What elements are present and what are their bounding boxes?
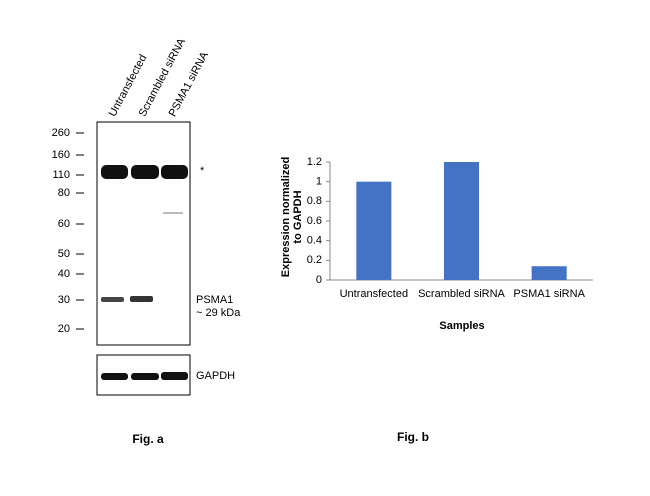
marker-label: 50: [58, 248, 70, 260]
loading-control: GAPDH: [196, 370, 235, 382]
marker-label: 260: [52, 127, 70, 139]
y-tick-label: 1: [316, 176, 322, 188]
x-tick-label: PSMA1 siRNA: [513, 288, 585, 300]
marker-label: 40: [58, 268, 70, 280]
marker-label: 60: [58, 218, 70, 230]
marker-label: 30: [58, 294, 70, 306]
bar: [531, 266, 567, 280]
y-tick-label: 0.4: [307, 235, 322, 247]
y-tick-label: 1.2: [307, 156, 322, 168]
y-tick-label: 0: [316, 274, 322, 286]
caption: Fig. a: [132, 432, 164, 446]
bar: [443, 162, 480, 280]
x-axis-label: Samples: [439, 320, 484, 332]
bar: [356, 181, 392, 280]
x-tick-label: Scrambled siRNA: [418, 288, 505, 300]
y-axis-label: Expression normalized to GAPDH: [280, 156, 304, 278]
band-size: ~ 29 kDa: [196, 307, 241, 319]
marker-label: 160: [52, 149, 70, 161]
y-tick-label: 0.2: [307, 254, 322, 266]
marker-label: 110: [52, 169, 70, 181]
caption: Fig. b: [397, 430, 429, 444]
x-tick-label: Untransfected: [339, 288, 409, 300]
bands: [101, 165, 188, 380]
marker-label: 20: [58, 323, 70, 335]
y-tick-label: 0.8: [307, 195, 322, 207]
asterisk: *: [200, 165, 205, 177]
y-tick-label: 0.6: [307, 215, 322, 227]
band-label: PSMA1: [196, 294, 233, 306]
marker-label: 80: [58, 187, 70, 199]
blot-frame: [96, 121, 191, 346]
